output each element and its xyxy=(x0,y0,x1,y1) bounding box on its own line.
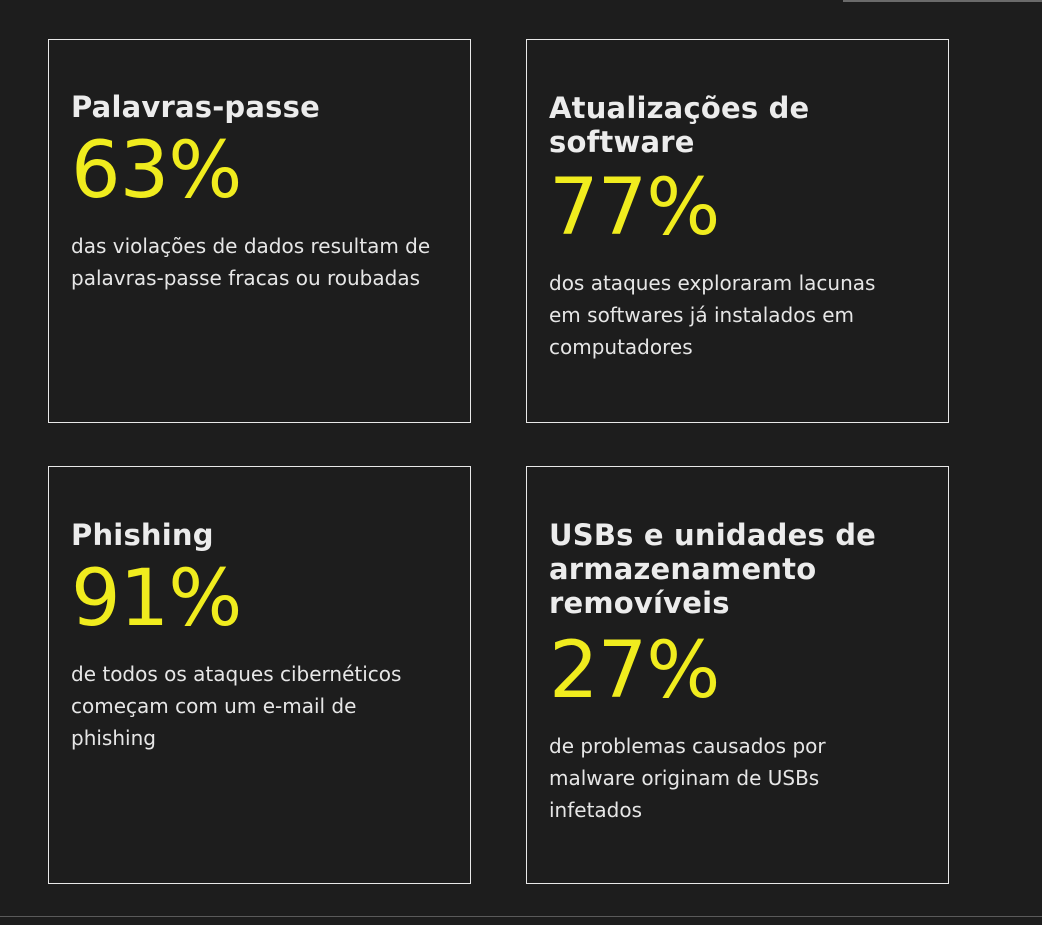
top-divider xyxy=(843,0,1042,2)
card-description: de todos os ataques cibernéticos começam… xyxy=(71,662,402,750)
bottom-divider xyxy=(0,916,1042,917)
card-description: dos ataques exploraram lacunas em softwa… xyxy=(549,271,876,359)
card-title: Atualizações de software xyxy=(549,91,810,159)
stat-card-usb-storage: USBs e unidades de armazenamento removív… xyxy=(526,466,949,884)
card-description: das violações de dados resultam de palav… xyxy=(71,234,431,290)
card-stat-value: 77% xyxy=(549,163,720,253)
card-title: Palavras-passe xyxy=(71,90,320,124)
card-description: de problemas causados por malware origin… xyxy=(549,734,826,822)
stat-card-software-updates: Atualizações de software 77% dos ataques… xyxy=(526,39,949,423)
stat-card-passwords: Palavras-passe 63% das violações de dado… xyxy=(48,39,471,423)
card-stat-value: 91% xyxy=(71,554,242,644)
stat-card-phishing: Phishing 91% de todos os ataques ciberné… xyxy=(48,466,471,884)
card-title: USBs e unidades de armazenamento removív… xyxy=(549,518,877,620)
card-stat-value: 27% xyxy=(549,626,720,716)
card-stat-value: 63% xyxy=(71,126,242,216)
card-title: Phishing xyxy=(71,518,214,552)
